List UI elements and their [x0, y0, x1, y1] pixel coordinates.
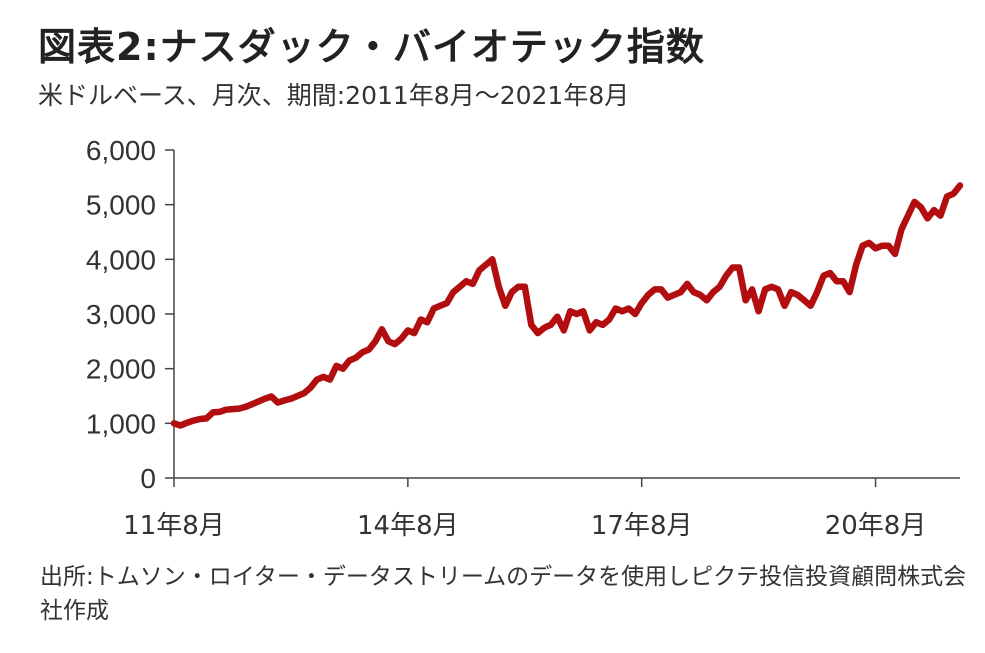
y-tick-label: 3,000: [86, 299, 156, 330]
x-tick-label: 20年8月: [825, 511, 927, 541]
y-tick-label: 1,000: [86, 408, 156, 439]
index-series-line: [170, 182, 964, 429]
x-tick-label: 11年8月: [123, 511, 225, 541]
y-tick-label: 2,000: [86, 354, 156, 385]
chart-subtitle: 米ドルベース、月次、期間:2011年8月～2021年8月: [38, 81, 630, 110]
y-tick-label: 5,000: [86, 190, 156, 221]
y-tick-label: 6,000: [86, 135, 156, 166]
y-tick-label: 4,000: [86, 244, 156, 275]
source-note: 出所:トムソン・ロイター・データストリームのデータを使用しピクテ投信投資顧問株式…: [40, 564, 967, 624]
x-tick-label: 14年8月: [357, 511, 459, 541]
x-tick-label: 17年8月: [591, 511, 693, 541]
chart-title: 図表2:ナスダック・バイオテック指数: [38, 25, 705, 69]
y-tick-label: 0: [140, 463, 156, 494]
